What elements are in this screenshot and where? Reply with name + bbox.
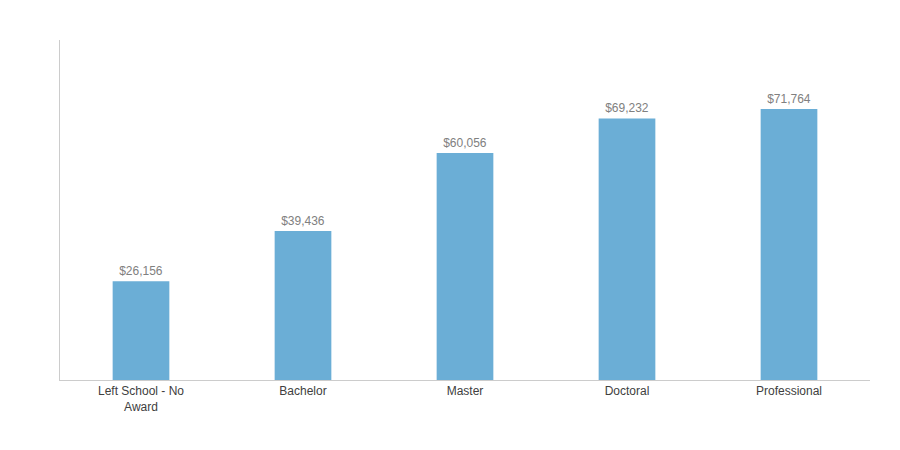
svg-text:$60,056: $60,056	[443, 136, 487, 150]
svg-text:Professional: Professional	[756, 384, 822, 398]
svg-text:$26,156: $26,156	[119, 264, 163, 278]
svg-text:Master: Master	[447, 384, 484, 398]
svg-text:$71,764: $71,764	[767, 92, 811, 106]
svg-text:$39,436: $39,436	[281, 214, 325, 228]
svg-text:Bachelor: Bachelor	[279, 384, 326, 398]
svg-text:Left School - NoAward: Left School - NoAward	[98, 384, 184, 414]
svg-text:Doctoral: Doctoral	[605, 384, 650, 398]
svg-text:$69,232: $69,232	[605, 101, 649, 115]
